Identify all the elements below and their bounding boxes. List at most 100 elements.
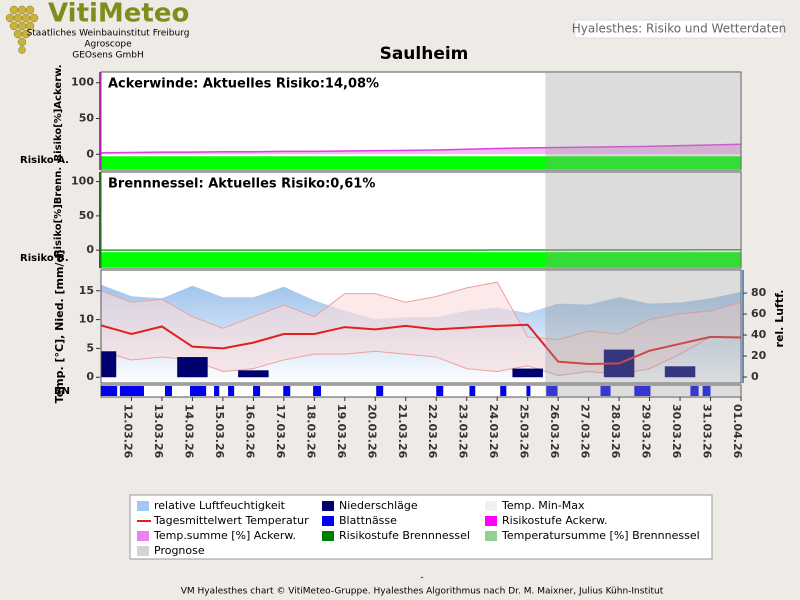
chart-title: Saulheim [380, 44, 469, 64]
legend-swatch [137, 531, 149, 541]
y-tick-label: 0 [86, 370, 94, 383]
legend-swatch [322, 501, 334, 511]
x-tick-label: 29.03.26 [640, 404, 653, 459]
x-tick-label: 25.03.26 [518, 404, 531, 459]
x-tick-label: 30.03.26 [670, 404, 683, 459]
legend-label: Risikostufe Brennnessel [339, 529, 470, 542]
leaf-wetness-block [634, 386, 651, 396]
temperature-line [101, 323, 741, 365]
y2-tick-label: 20 [751, 349, 767, 362]
precipitation-bar [238, 370, 269, 378]
y-axis-label: Risiko[%]Ackerw. [53, 64, 64, 161]
x-tick-label: 15.03.26 [213, 404, 226, 459]
leaf-wetness-block [436, 386, 444, 396]
x-tick-label: 21.03.26 [396, 404, 409, 459]
x-tick-label: 17.03.26 [274, 404, 287, 459]
org-line: GEOsens GmbH [72, 51, 143, 61]
legend-swatch [322, 531, 334, 541]
row-label: Risiko A. [20, 155, 69, 166]
risk-band [101, 252, 741, 267]
legend-label: Prognose [154, 544, 205, 557]
leaf-wetness-block [546, 386, 558, 396]
bn-label: BN [54, 386, 70, 397]
x-tick-label: 19.03.26 [335, 404, 348, 459]
leaf-wetness-block [165, 386, 173, 396]
weather-plot [101, 281, 741, 383]
legend-swatch [137, 546, 149, 556]
legend-swatch [322, 516, 334, 526]
precipitation-bar [101, 351, 117, 378]
panel-bg [101, 172, 741, 268]
leaf-wetness-block [119, 386, 144, 396]
app-title: Hyalesthes: Risiko und Wetterdaten [572, 22, 787, 36]
y-tick-label: 50 [79, 209, 95, 222]
legend-label: Risikostufe Ackerw. [502, 514, 607, 527]
y-tick-label: 50 [79, 111, 95, 124]
org-line: Agroscope [84, 40, 132, 50]
org-line: Staatliches Weinbauinstitut Freiburg [27, 29, 190, 39]
panel-frame [100, 71, 742, 171]
legend-label: Temp. Min-Max [501, 499, 585, 512]
row-label: Risiko B. [20, 253, 69, 264]
legend-label: Niederschläge [339, 499, 418, 512]
risk-band [101, 156, 741, 169]
x-tick-label: 26.03.26 [548, 404, 561, 459]
footer-dash: - [420, 573, 423, 583]
x-tick-label: 12.03.26 [121, 404, 134, 459]
prognose-overlay [545, 72, 741, 397]
footer-credit: VM Hyalesthes chart © VitiMeteo-Gruppe. … [181, 587, 664, 597]
y2-tick-label: 80 [751, 286, 767, 299]
leaf-wetness-block [526, 386, 531, 396]
leaf-wetness-block [101, 386, 118, 396]
x-tick-label: 13.03.26 [152, 404, 165, 459]
x-tick-label: 20.03.26 [365, 404, 378, 459]
legend-swatch [137, 501, 149, 511]
bn-strip [101, 386, 711, 396]
leaf-wetness-block [690, 386, 699, 396]
legend-swatch [485, 516, 497, 526]
app-title-box [574, 19, 783, 39]
leaf-wetness-block [500, 386, 507, 396]
leaf-wetness-block [702, 386, 711, 396]
legend-label: Temperatursumme [%] Brennnessel [501, 529, 700, 542]
y2-tick-label: 40 [751, 328, 767, 341]
temp-minmax-band [101, 282, 741, 376]
y-tick-label: 100 [71, 76, 94, 89]
logo-grapes [5, 5, 39, 54]
temp-max-line [101, 281, 741, 341]
leaf-wetness-block [469, 386, 476, 396]
panel-frame [100, 171, 742, 269]
panel-bg [101, 72, 741, 170]
y-tick-label: 15 [79, 284, 94, 297]
leaf-wetness-block [253, 386, 261, 396]
y-tick-label: 5 [86, 341, 94, 354]
y-axis-label: Temp. [°C], Nied. [mm/d] [53, 250, 66, 404]
logo-text: VitiMeteo [48, 0, 189, 29]
leaf-wetness-block [313, 386, 322, 396]
x-tick-label: 23.03.26 [457, 404, 470, 459]
y-tick-label: 0 [86, 243, 94, 256]
y2-tick-label: 0 [751, 370, 759, 383]
x-tick-label: 28.03.26 [609, 404, 622, 459]
y2-axis-label: rel. Luftf. [773, 290, 786, 348]
x-tick-label: 24.03.26 [487, 404, 500, 459]
legend-label: Temp.summe [%] Ackerw. [153, 529, 296, 542]
precipitation-bar [177, 357, 208, 378]
risk-annotation: Ackerwinde: Aktuelles Risiko:14,08% [108, 77, 379, 92]
legend-swatch [485, 501, 497, 511]
x-tick-label: 27.03.26 [579, 404, 592, 459]
leaf-wetness-block [228, 386, 235, 396]
x-tick-label: 16.03.26 [243, 404, 256, 459]
leaf-wetness-block [283, 386, 291, 396]
leaf-wetness-block [189, 386, 207, 396]
y-tick-label: 100 [71, 175, 94, 188]
y-tick-label: 0 [86, 147, 94, 160]
x-tick-label: 31.03.26 [701, 404, 714, 459]
leaf-wetness-block [376, 386, 384, 396]
y2-tick-label: 60 [751, 307, 767, 320]
panel-frame [100, 269, 742, 384]
risk-line [100, 143, 742, 154]
precipitation-bar [512, 368, 543, 378]
x-tick-label: 18.03.26 [304, 404, 317, 459]
